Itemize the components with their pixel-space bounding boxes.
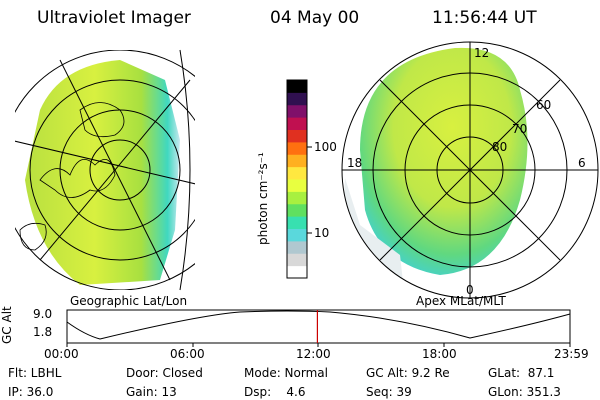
- altitude-ylabel: GC Alt: [0, 306, 14, 344]
- colorbar-segment: [287, 141, 307, 155]
- colorbar: [287, 80, 307, 279]
- status-mode: Mode: Normal: [244, 366, 328, 380]
- colorbar-frame: [286, 79, 308, 279]
- altitude-ytick: 9.0: [33, 307, 53, 321]
- colorbar-segment: [287, 265, 307, 279]
- observation-date: 04 May 00: [270, 8, 360, 28]
- polar-meridian: [379, 79, 561, 261]
- colorbar-unit-label: photon cm⁻²s⁻¹: [256, 152, 270, 245]
- status-seq: Seq: 39: [366, 385, 412, 399]
- altitude-xtick: 00:00: [44, 347, 79, 361]
- coastline: [39, 158, 116, 198]
- colorbar-segment: [287, 179, 307, 192]
- status-filter: Flt: LBHL: [8, 366, 62, 380]
- colorbar-tick-label: 100: [314, 140, 337, 154]
- coastline: [19, 222, 47, 251]
- mlat-label-60: 60: [536, 98, 552, 112]
- mlat-label-70: 70: [512, 122, 528, 136]
- colorbar-tick-label: 10: [314, 226, 330, 240]
- altitude-xtick: 18:00: [422, 347, 457, 361]
- colorbar-segment: [287, 203, 307, 217]
- geographic-map: [15, 50, 195, 290]
- colorbar-segment: [287, 240, 307, 254]
- magnetic-polar-plot: [341, 41, 599, 299]
- colorbar-segment: [287, 104, 307, 118]
- mlat-label-80: 80: [492, 140, 508, 154]
- mlt-label-0: 0: [466, 283, 474, 297]
- status-gain: Gain: 13: [126, 385, 177, 399]
- mlt-label-6: 6: [578, 156, 586, 170]
- colorbar-segment: [287, 129, 307, 143]
- colorbar-segment: [287, 80, 307, 93]
- geo-lat-circle: [89, 139, 151, 201]
- altitude-ytick: 1.8: [33, 325, 53, 339]
- geo-meridian: [39, 79, 191, 261]
- status-door: Door: Closed: [126, 366, 203, 380]
- status-dsp: Dsp: 4.6: [244, 385, 306, 399]
- status-gc-alt: GC Alt: 9.2 Re: [366, 366, 450, 380]
- colorbar-segment: [287, 92, 307, 106]
- colorbar-segment: [287, 216, 307, 230]
- mag-caption: Apex MLat/MLT: [416, 294, 506, 308]
- altitude-xtick: 23:59: [554, 347, 589, 361]
- observation-time: 11:56:44 UT: [432, 8, 537, 28]
- altitude-curve: [66, 310, 571, 340]
- mlt-label-18: 18: [347, 156, 363, 170]
- aurora-image-geo: [25, 60, 180, 285]
- altitude-xtick: 06:00: [170, 347, 205, 361]
- status-glon: GLon: 351.3: [488, 385, 561, 399]
- geo-caption: Geographic Lat/Lon: [70, 294, 188, 308]
- colorbar-segment: [287, 228, 307, 242]
- status-glat: GLat: 87.1: [488, 366, 555, 380]
- altitude-plot-frame: [66, 309, 571, 344]
- colorbar-segment: [287, 166, 307, 180]
- colorbar-segment: [287, 154, 307, 168]
- aurora-image-mag: [360, 47, 528, 275]
- colorbar-segment: [287, 117, 307, 131]
- altitude-plot: [66, 309, 571, 347]
- colorbar-segment: [287, 253, 307, 267]
- status-ip: IP: 36.0: [8, 385, 54, 399]
- geo-lat-circle: [29, 79, 195, 261]
- mlt-label-12: 12: [474, 46, 490, 60]
- earth-limb: [179, 49, 191, 291]
- colorbar-segment: [287, 191, 307, 205]
- instrument-title: Ultraviolet Imager: [37, 8, 191, 28]
- coastline: [79, 102, 125, 138]
- altitude-xtick: 12:00: [296, 347, 331, 361]
- geo-meridian: [15, 140, 195, 185]
